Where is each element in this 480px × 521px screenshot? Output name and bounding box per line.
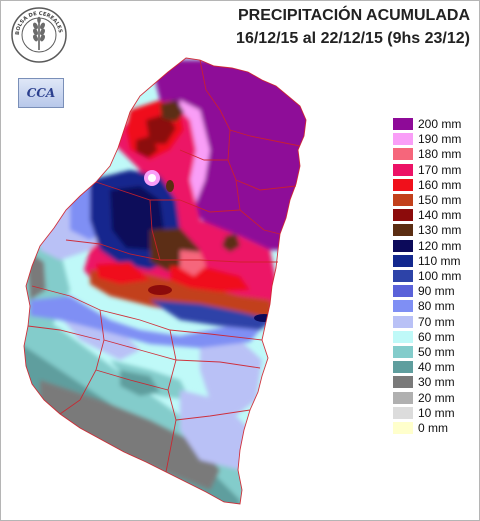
legend-swatch <box>393 270 413 282</box>
legend-label: 100 mm <box>418 269 462 283</box>
legend-item: 60 mm <box>393 330 480 345</box>
map-title: PRECIPITACIÓN ACUMULADA 16/12/15 al 22/1… <box>236 4 470 50</box>
legend-swatch <box>393 285 413 298</box>
legend-label: 70 mm <box>418 314 455 329</box>
legend-item: 160 mm <box>393 178 480 193</box>
legend-label: 150 mm <box>418 193 462 207</box>
legend-item: 10 mm <box>393 406 480 421</box>
legend-item: 190 mm <box>393 132 480 147</box>
legend-item: 80 mm <box>393 299 480 314</box>
legend-label: 180 mm <box>418 147 462 162</box>
legend-label: 20 mm <box>418 390 455 405</box>
legend-item: 100 mm <box>393 269 480 284</box>
legend-item: 0 mm <box>393 421 480 436</box>
legend-label: 10 mm <box>418 405 455 420</box>
legend-item: 40 mm <box>393 360 480 375</box>
legend-swatch <box>393 224 413 237</box>
legend-item: 170 mm <box>393 163 480 178</box>
legend-label: 110 mm <box>418 253 461 268</box>
legend-swatch <box>393 300 413 313</box>
legend-item: 180 mm <box>393 147 480 162</box>
legend-swatch <box>393 118 413 130</box>
legend-swatch <box>393 133 413 146</box>
legend-label: 30 mm <box>418 375 455 390</box>
legend-item: 200 mm <box>393 117 480 132</box>
legend-item: 30 mm <box>393 375 480 390</box>
legend-label: 170 mm <box>418 162 462 177</box>
legend-label: 160 mm <box>418 177 462 192</box>
legend-label: 130 mm <box>418 223 462 238</box>
legend-label: 140 mm <box>418 208 462 223</box>
legend-label: 190 mm <box>418 132 462 147</box>
legend-swatch <box>393 148 413 161</box>
legend-item: 130 mm <box>393 223 480 238</box>
legend-swatch <box>393 406 413 419</box>
legend-label: 0 mm <box>418 421 448 435</box>
legend-swatch <box>393 209 413 222</box>
legend-label: 80 mm <box>418 299 455 314</box>
legend-item: 70 mm <box>393 315 480 330</box>
legend-item: 120 mm <box>393 239 480 254</box>
legend-swatch <box>393 376 413 389</box>
legend-swatch <box>393 239 413 252</box>
legend-item: 110 mm <box>393 254 480 269</box>
legend-swatch <box>393 315 413 328</box>
legend-item: 140 mm <box>393 208 480 223</box>
legend-label: 200 mm <box>418 117 462 131</box>
legend-swatch <box>393 163 413 176</box>
legend-swatch <box>393 361 413 374</box>
legend-item: 90 mm <box>393 284 480 299</box>
legend-item: 150 mm <box>393 193 480 208</box>
legend-swatch <box>393 346 413 358</box>
cca-logo: CCA <box>18 78 64 108</box>
legend-label: 120 mm <box>418 238 462 253</box>
legend-swatch <box>393 254 413 267</box>
title-line-2: 16/12/15 al 22/12/15 (9hs 23/12) <box>236 30 470 47</box>
legend-label: 90 mm <box>418 284 455 299</box>
legend-item: 20 mm <box>393 391 480 406</box>
legend-label: 60 mm <box>418 329 455 344</box>
cca-logo-text: CCA <box>26 86 56 100</box>
bolsa-cereales-logo: BOLSA DE CEREALES DE ENTRE RIOS <box>10 6 67 63</box>
legend-label: 50 mm <box>418 345 455 359</box>
legend-swatch <box>393 178 413 191</box>
legend-swatch <box>393 330 413 343</box>
legend-swatch <box>393 194 413 206</box>
department-boundaries <box>23 57 307 505</box>
title-line-1: PRECIPITACIÓN ACUMULADA <box>238 7 470 24</box>
legend-swatch <box>393 391 413 404</box>
legend-label: 40 mm <box>418 360 455 375</box>
legend-swatch <box>393 422 413 434</box>
legend-item: 50 mm <box>393 345 480 360</box>
